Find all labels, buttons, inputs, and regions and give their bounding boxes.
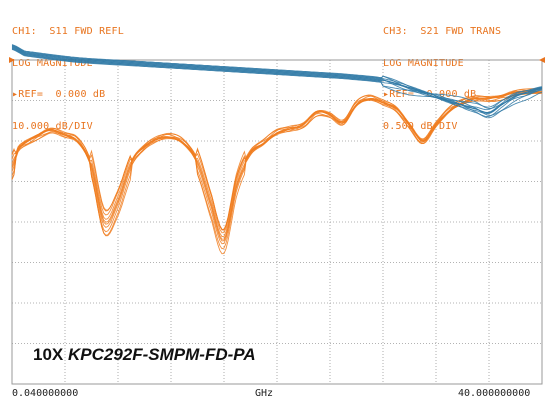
ch1-scale: 10.000 dB/DIV (12, 120, 93, 132)
stop-frequency: 40.000000000 (458, 388, 531, 399)
s21-trace-line (11, 45, 543, 111)
s21-trace-line (11, 48, 543, 119)
ref-marker-icon: ▸ (383, 89, 390, 100)
s21-trace-line (11, 46, 543, 114)
s11-trace-line (11, 91, 543, 231)
caption-model: KPC292F-SMPM-FD-PA (67, 345, 256, 364)
plot-grid (11, 59, 543, 385)
s11-trace-line (11, 88, 543, 230)
ref-right-marker-icon (539, 57, 545, 63)
ch3-title: CH3: S21 FWD TRANS (383, 26, 502, 37)
s21-trace-line (11, 45, 543, 113)
reference-markers (9, 57, 545, 63)
s21-trace-line (11, 44, 543, 109)
ref-marker-icon: ▸ (12, 89, 19, 100)
ch3-scale: 0.500 dB/DIV (383, 120, 458, 132)
device-caption: 10X KPC292F-SMPM-FD-PA (33, 345, 256, 365)
s11-trace-line (11, 92, 543, 231)
ch1-reference: ▸REF= 0.000 dB (12, 89, 106, 100)
s21-trace-line (11, 44, 543, 108)
trace-layer (11, 44, 543, 255)
frequency-unit: GHz (255, 388, 274, 399)
s21-trace-line (11, 49, 543, 116)
ref-left-marker-icon (9, 57, 15, 63)
start-frequency: 0.040000000 (12, 388, 79, 399)
s21-trace-line (11, 47, 543, 115)
caption-quantity: 10X (33, 345, 68, 364)
ch1-title: CH1: S11 FWD REFL (12, 26, 124, 37)
